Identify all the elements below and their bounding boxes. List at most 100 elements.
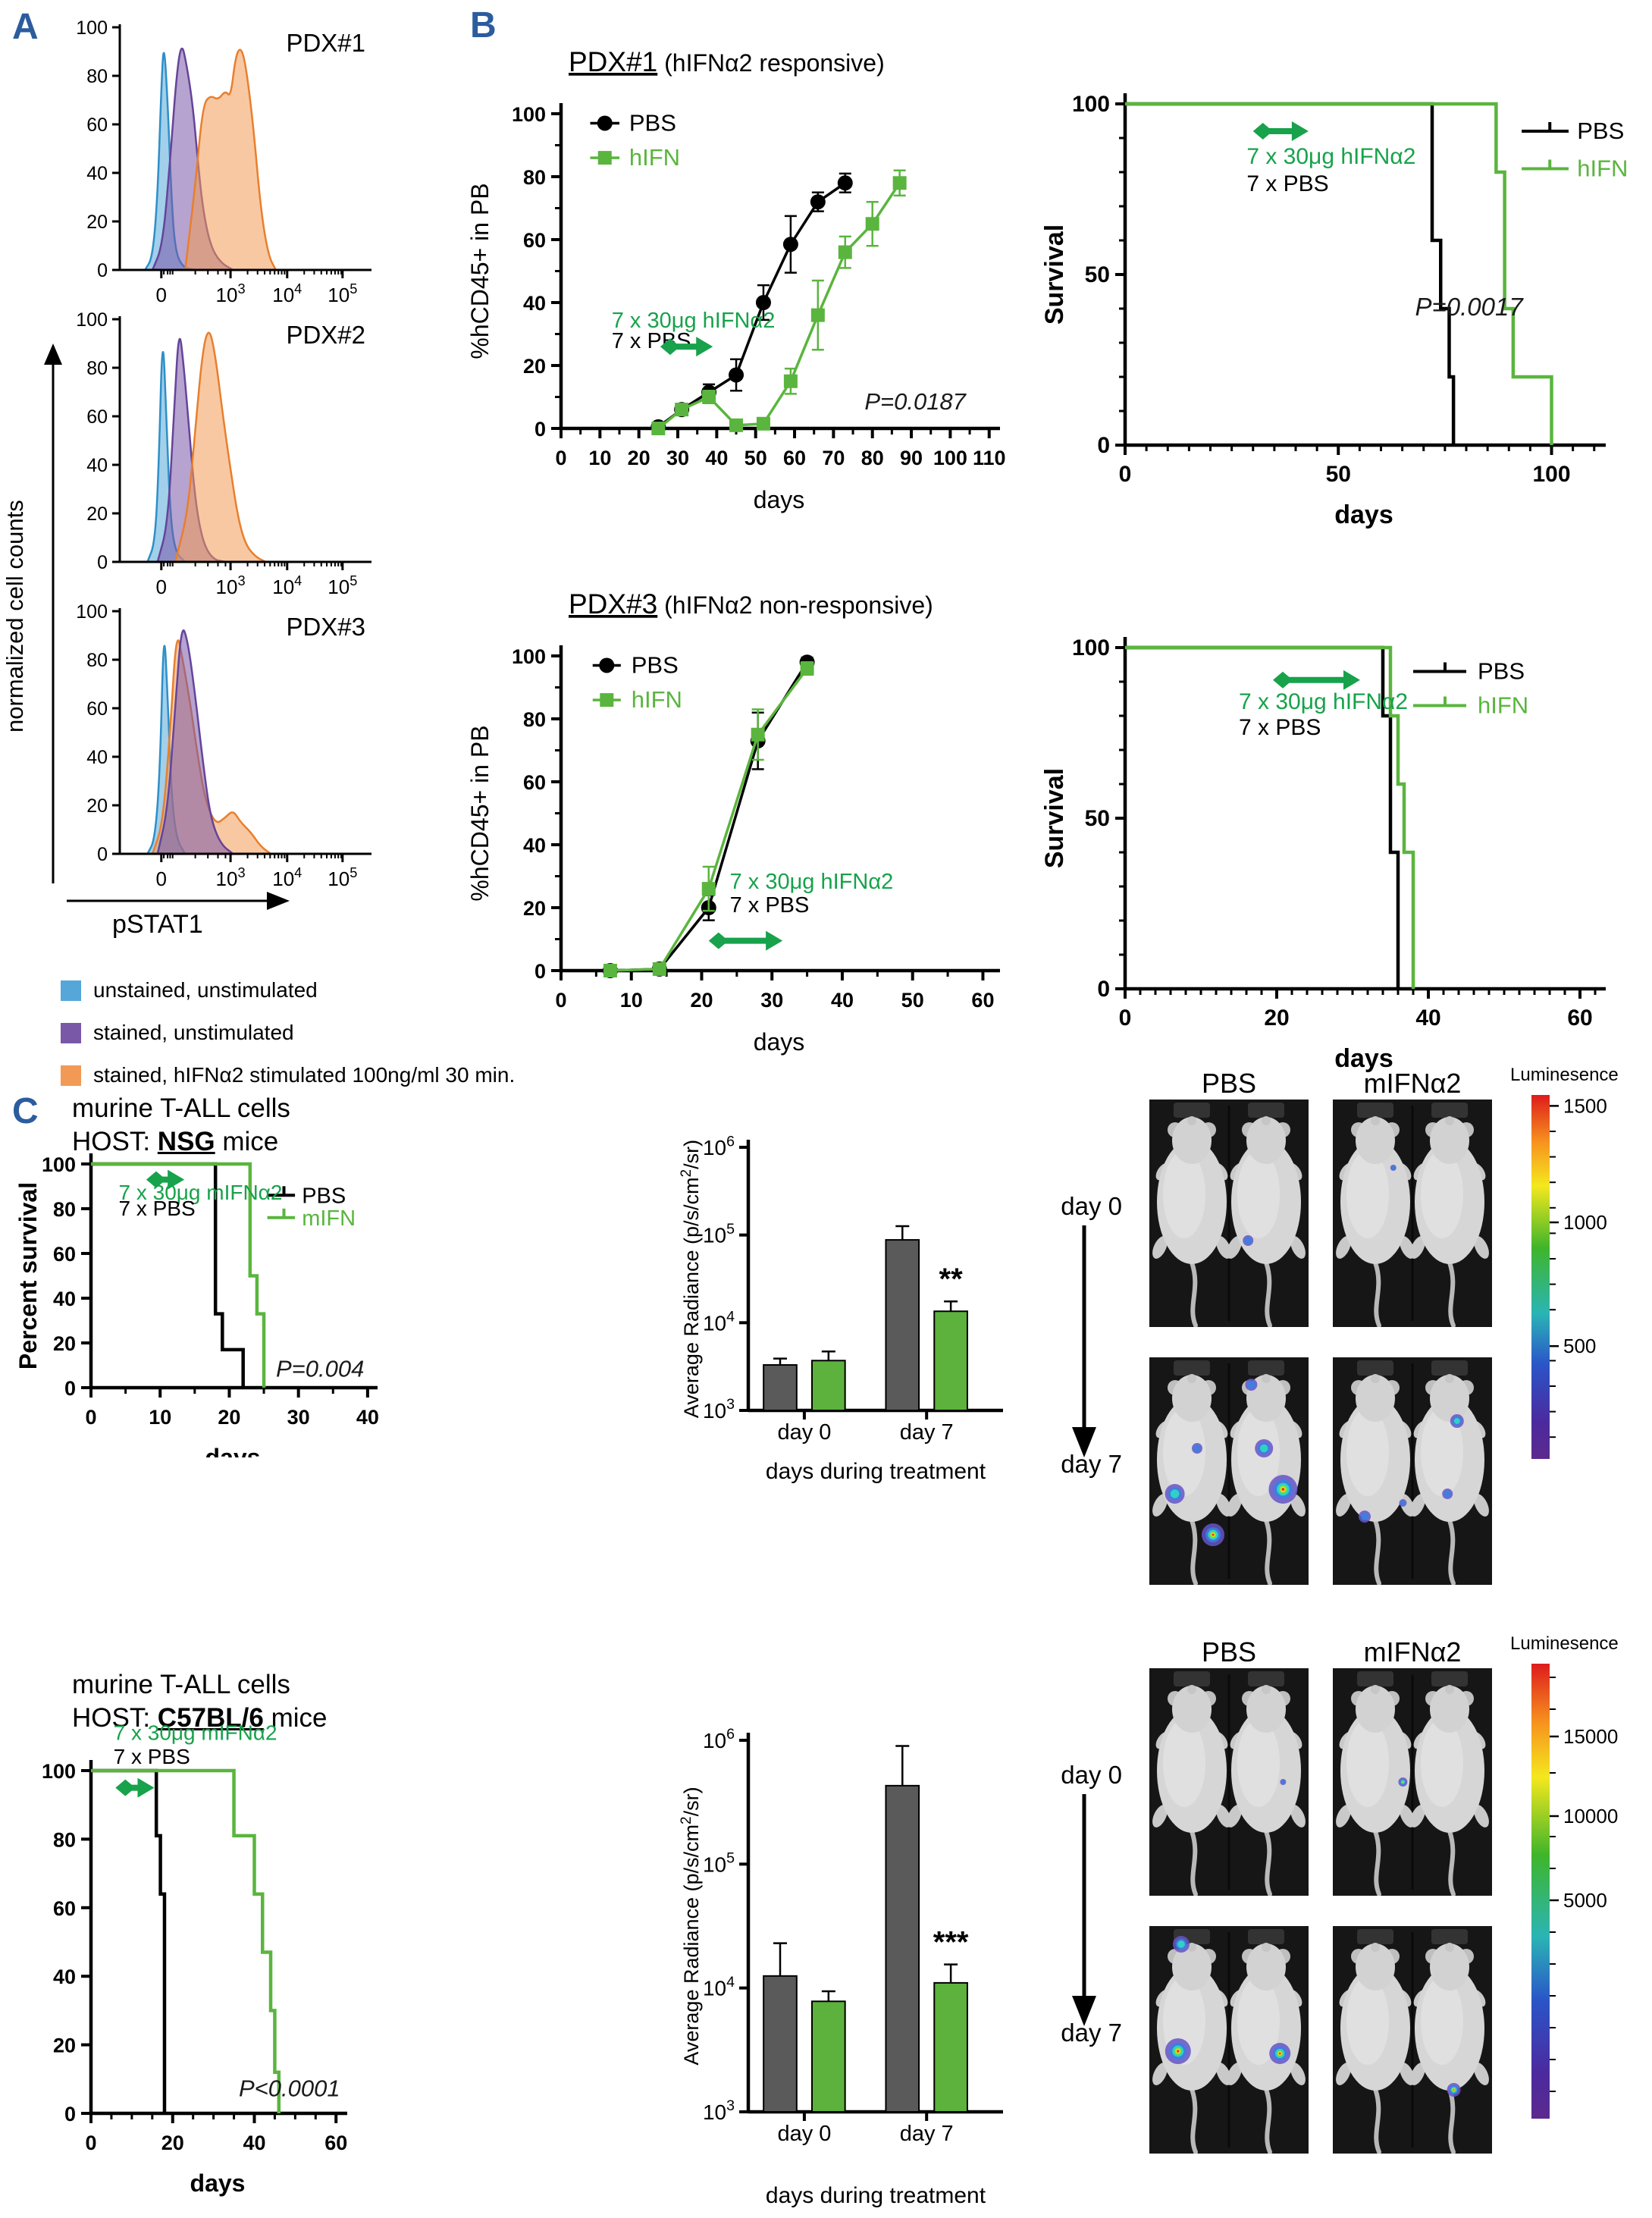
svg-text:40: 40 — [86, 747, 108, 768]
svg-text:40: 40 — [1415, 1005, 1440, 1031]
svg-text:30: 30 — [760, 989, 783, 1012]
svg-text:103: 103 — [703, 2097, 735, 2124]
svg-text:PBS: PBS — [302, 1184, 346, 1208]
svg-text:30: 30 — [666, 447, 689, 469]
c57-header-line2: HOST: C57BL/6 mice — [72, 1702, 328, 1733]
svg-text:**: ** — [939, 1263, 964, 1296]
svg-text:PDX#1 (hIFNα2 responsive): PDX#1 (hIFNα2 responsive) — [569, 46, 885, 77]
legend-item-unstained: unstained, unstimulated — [61, 978, 515, 1002]
svg-text:day 0: day 0 — [777, 2122, 831, 2146]
svg-text:0: 0 — [97, 552, 108, 573]
svg-text:7 x PBS: 7 x PBS — [730, 893, 810, 918]
svg-text:0: 0 — [555, 447, 566, 469]
svg-text:7 x 30μg mIFNα2: 7 x 30μg mIFNα2 — [114, 1721, 277, 1744]
svg-text:100: 100 — [1532, 462, 1570, 487]
svg-text:80: 80 — [523, 166, 546, 189]
y-axis-arrow — [44, 344, 62, 883]
svg-text:20: 20 — [690, 989, 713, 1012]
svg-text:60: 60 — [523, 229, 546, 252]
svg-text:40: 40 — [356, 1406, 379, 1429]
nsg-header-line1: murine T-ALL cells — [72, 1093, 290, 1123]
svg-text:20: 20 — [1264, 1005, 1289, 1031]
mouse-col-title-1: mIFNα2 — [1363, 1636, 1462, 1667]
row-label-day7: day 7 — [1061, 2019, 1122, 2047]
svg-text:50: 50 — [901, 989, 924, 1012]
day-progression-arrow — [1072, 1225, 1096, 1457]
svg-text:40: 40 — [53, 1288, 76, 1310]
panel-c-letter: C — [12, 1091, 39, 1131]
svg-text:50: 50 — [1326, 462, 1351, 487]
legend-swatch-orange — [61, 1065, 81, 1086]
svg-text:20: 20 — [86, 212, 108, 233]
legend-item-stimulated: stained, hIFNα2 stimulated 100ng/ml 30 m… — [61, 1063, 515, 1087]
svg-text:104: 104 — [703, 1974, 735, 2000]
svg-text:PBS: PBS — [1478, 658, 1525, 685]
mouse-image-PBS-day7 — [1149, 1357, 1309, 1585]
svg-text:105: 105 — [703, 1850, 735, 1877]
svg-text:PDX#3 (hIFNα2 non-responsive): PDX#3 (hIFNα2 non-responsive) — [569, 588, 933, 620]
svg-text:40: 40 — [523, 834, 546, 857]
svg-text:20: 20 — [161, 2132, 184, 2154]
flow-histogram-pdx3: 0 20 40 60 80 100 0 103 104 105 PDX#3 — [76, 601, 371, 890]
svg-text:days: days — [754, 1028, 805, 1056]
flow-histogram-pdx1: 0 20 40 60 80 100 0 103 104 105 PDX#1 — [76, 17, 371, 306]
panel-b-letter: B — [470, 5, 497, 45]
row-label-day0: day 0 — [1061, 1192, 1122, 1220]
svg-text:1000: 1000 — [1563, 1211, 1607, 1234]
svg-text:40: 40 — [705, 447, 728, 469]
svg-text:50: 50 — [1085, 262, 1110, 287]
row-label-day7: day 7 — [1061, 1450, 1122, 1478]
svg-text:103: 103 — [216, 573, 246, 598]
svg-text:0: 0 — [555, 989, 566, 1012]
svg-text:60: 60 — [86, 406, 108, 428]
c57-bar-chart: 103 104 105 106 day 0 day 7 *** days during tre… — [679, 1726, 1003, 2208]
svg-text:80: 80 — [523, 708, 546, 731]
svg-text:40: 40 — [86, 455, 108, 476]
day-progression-arrow — [1072, 1794, 1096, 2026]
row-label-day0: day 0 — [1061, 1761, 1122, 1789]
svg-text:20: 20 — [86, 795, 108, 817]
svg-text:100: 100 — [512, 645, 546, 668]
svg-text:40: 40 — [831, 989, 854, 1012]
svg-text:80: 80 — [86, 66, 108, 87]
svg-text:70: 70 — [822, 447, 845, 469]
svg-text:60: 60 — [971, 989, 994, 1012]
mouse-image-PBS-day0 — [1149, 1668, 1309, 1896]
svg-text:105: 105 — [328, 865, 357, 890]
svg-text:PBS: PBS — [629, 109, 676, 136]
svg-text:40: 40 — [53, 1965, 76, 1988]
nsg-header: murine T-ALL cells HOST: NSG mice — [72, 1092, 290, 1159]
svg-text:7 x 30μg hIFNα2: 7 x 30μg hIFNα2 — [1246, 144, 1415, 169]
svg-text:104: 104 — [703, 1309, 735, 1335]
svg-text:110: 110 — [973, 447, 1006, 469]
svg-text:5000: 5000 — [1563, 1889, 1607, 1912]
svg-text:100: 100 — [42, 1760, 76, 1783]
svg-text:100: 100 — [76, 309, 108, 331]
svg-text:P<0.0001: P<0.0001 — [239, 2075, 340, 2101]
svg-text:105: 105 — [703, 1221, 735, 1247]
svg-text:20: 20 — [628, 447, 650, 469]
legend-swatch-purple — [61, 1022, 81, 1043]
svg-text:103: 103 — [216, 865, 246, 890]
svg-text:20: 20 — [86, 504, 108, 525]
svg-text:0: 0 — [64, 1377, 76, 1400]
svg-text:Average Radiance (p/s/cm2/sr): Average Radiance (p/s/cm2/sr) — [679, 1787, 703, 2065]
svg-text:104: 104 — [272, 281, 302, 306]
c57-header-line1: murine T-ALL cells — [72, 1670, 290, 1699]
svg-text:104: 104 — [272, 865, 302, 890]
c57-header: murine T-ALL cells HOST: C57BL/6 mice — [72, 1668, 327, 1735]
svg-text:7 x 30μg hIFNα2: 7 x 30μg hIFNα2 — [730, 870, 894, 894]
luminescence-colorbar: 15000 10000 5000 — [1531, 1664, 1618, 2119]
svg-text:7 x 30μg mIFNα2: 7 x 30μg mIFNα2 — [118, 1181, 282, 1204]
mouse-image-mIFNα2-day7 — [1333, 1926, 1492, 2154]
flow-histogram-pdx2: 0 20 40 60 80 100 0 103 104 105 PDX#2 — [76, 309, 371, 598]
svg-text:7 x PBS: 7 x PBS — [612, 329, 691, 353]
svg-text:7 x 30μg hIFNα2: 7 x 30μg hIFNα2 — [612, 309, 776, 333]
svg-text:days: days — [190, 2169, 246, 2197]
svg-text:0: 0 — [156, 284, 167, 306]
mouse-image-PBS-day0 — [1149, 1100, 1309, 1327]
